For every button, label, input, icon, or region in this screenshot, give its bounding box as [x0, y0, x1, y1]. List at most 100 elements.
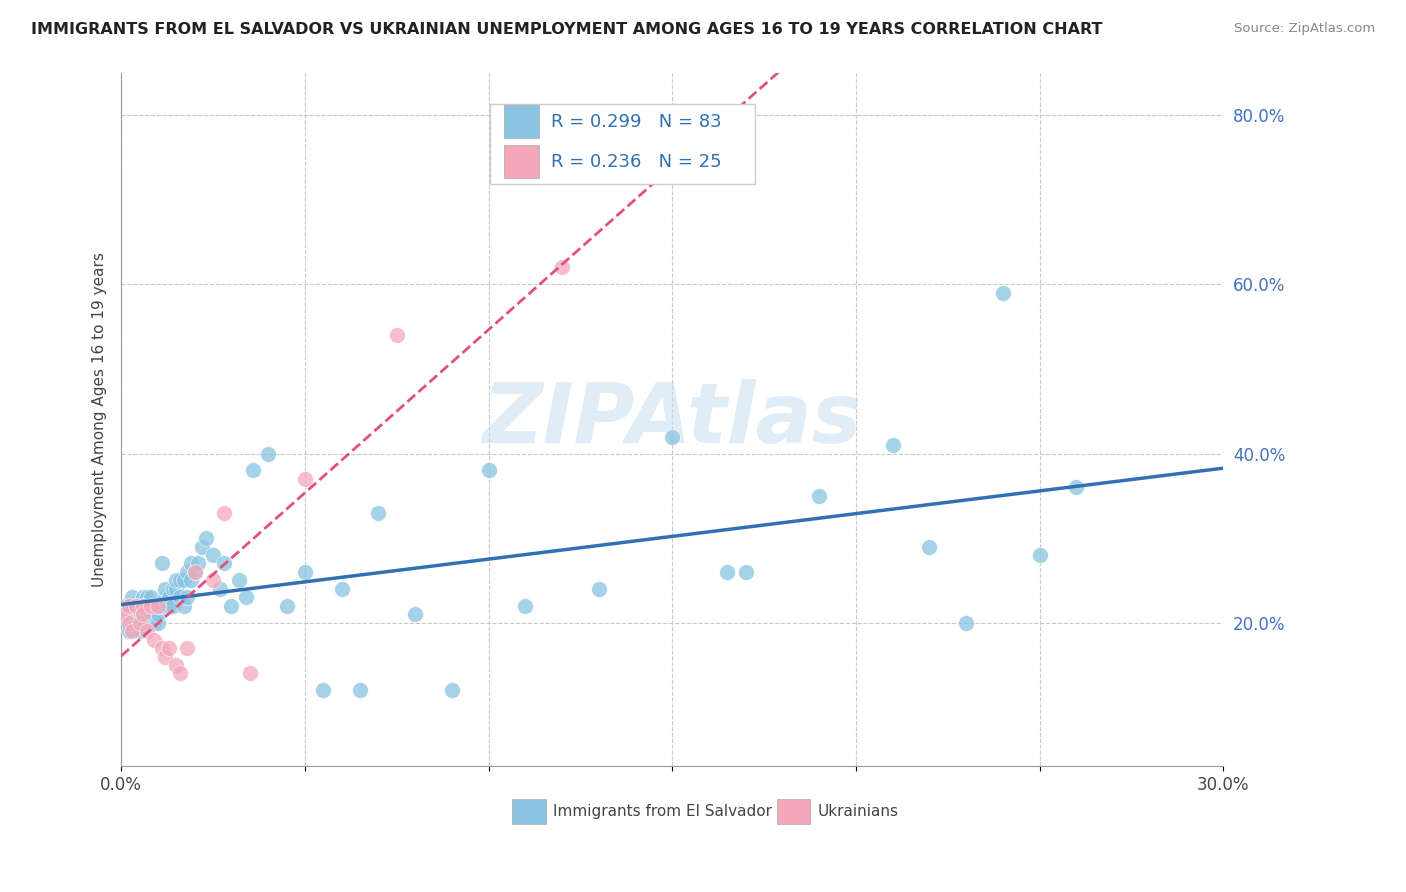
Point [716, 565, 738, 579]
Point [165, 657, 187, 672]
Point [114, 607, 136, 622]
Point [136, 607, 159, 622]
Point [132, 615, 155, 630]
Point [165, 574, 187, 588]
Point [150, 599, 173, 613]
Point [121, 599, 143, 613]
Point [114, 615, 136, 630]
Point [404, 607, 426, 622]
Point [588, 582, 610, 596]
Point [136, 624, 159, 639]
Point [143, 615, 166, 630]
Point [180, 557, 202, 571]
Point [139, 599, 162, 613]
Point [125, 599, 148, 613]
Point [918, 540, 941, 554]
Point [176, 641, 198, 656]
Point [212, 557, 235, 571]
Text: ZIPAtlas: ZIPAtlas [482, 379, 862, 460]
Point [294, 565, 316, 579]
Point [139, 591, 162, 605]
Point [162, 599, 184, 613]
Point [242, 463, 264, 477]
Point [176, 565, 198, 579]
Point [117, 624, 139, 639]
Point [385, 328, 408, 343]
Point [221, 599, 243, 613]
Point [367, 506, 389, 520]
Point [128, 607, 150, 622]
Point [146, 599, 169, 613]
Point [294, 472, 316, 486]
Point [117, 607, 139, 622]
Text: R = 0.299   N = 83: R = 0.299 N = 83 [551, 112, 721, 130]
Point [139, 607, 162, 622]
Point [117, 599, 139, 613]
Point [143, 607, 166, 622]
FancyBboxPatch shape [512, 799, 546, 824]
Text: Ukrainians: Ukrainians [818, 804, 898, 819]
Point [136, 599, 159, 613]
Point [1066, 480, 1088, 494]
Point [132, 599, 155, 613]
Point [128, 599, 150, 613]
Point [661, 430, 683, 444]
Point [150, 557, 173, 571]
Point [169, 591, 191, 605]
Point [143, 599, 166, 613]
Point [239, 666, 262, 681]
Text: Source: ZipAtlas.com: Source: ZipAtlas.com [1234, 22, 1375, 36]
Point [125, 607, 148, 622]
Point [194, 531, 217, 545]
Point [132, 599, 155, 613]
Point [955, 615, 977, 630]
Point [146, 615, 169, 630]
Point [132, 607, 155, 622]
Point [202, 548, 225, 562]
Point [257, 446, 280, 460]
Point [136, 591, 159, 605]
Point [734, 565, 756, 579]
Point [157, 591, 180, 605]
Point [212, 506, 235, 520]
Point [143, 632, 166, 647]
Point [117, 599, 139, 613]
Point [121, 624, 143, 639]
Point [139, 599, 162, 613]
Point [155, 582, 177, 596]
Point [157, 599, 180, 613]
Point [882, 438, 904, 452]
Point [146, 599, 169, 613]
Point [128, 615, 150, 630]
Point [349, 683, 371, 698]
Point [128, 624, 150, 639]
Point [125, 615, 148, 630]
Point [191, 540, 214, 554]
Point [121, 615, 143, 630]
Point [176, 591, 198, 605]
Point [991, 285, 1014, 300]
Point [114, 599, 136, 613]
Point [312, 683, 335, 698]
Point [165, 582, 187, 596]
Point [155, 591, 177, 605]
Point [173, 574, 195, 588]
Point [235, 591, 257, 605]
Point [180, 574, 202, 588]
Point [478, 463, 501, 477]
Text: IMMIGRANTS FROM EL SALVADOR VS UKRAINIAN UNEMPLOYMENT AMONG AGES 16 TO 19 YEARS : IMMIGRANTS FROM EL SALVADOR VS UKRAINIAN… [31, 22, 1102, 37]
Point [128, 615, 150, 630]
Point [173, 599, 195, 613]
Point [132, 591, 155, 605]
Point [1028, 548, 1050, 562]
Point [157, 641, 180, 656]
FancyBboxPatch shape [503, 145, 538, 178]
Point [228, 574, 250, 588]
Point [125, 599, 148, 613]
Point [121, 607, 143, 622]
Text: R = 0.236   N = 25: R = 0.236 N = 25 [551, 153, 721, 170]
Point [183, 565, 205, 579]
Point [187, 557, 209, 571]
FancyBboxPatch shape [778, 799, 810, 824]
Point [330, 582, 353, 596]
